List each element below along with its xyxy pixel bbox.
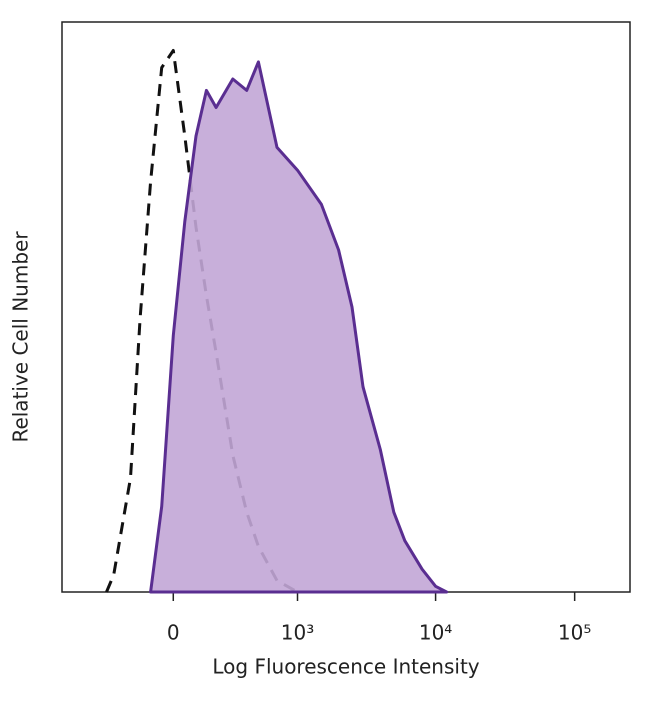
y-axis-label: Relative Cell Number bbox=[9, 231, 33, 443]
x-tick-label: 10⁵ bbox=[558, 621, 591, 645]
x-tick-label: 10⁴ bbox=[419, 621, 452, 645]
x-axis-label: Log Fluorescence Intensity bbox=[212, 655, 479, 679]
x-tick-label: 0 bbox=[167, 621, 180, 645]
histogram-trace bbox=[149, 60, 449, 594]
x-tick-label: 10³ bbox=[281, 621, 314, 645]
